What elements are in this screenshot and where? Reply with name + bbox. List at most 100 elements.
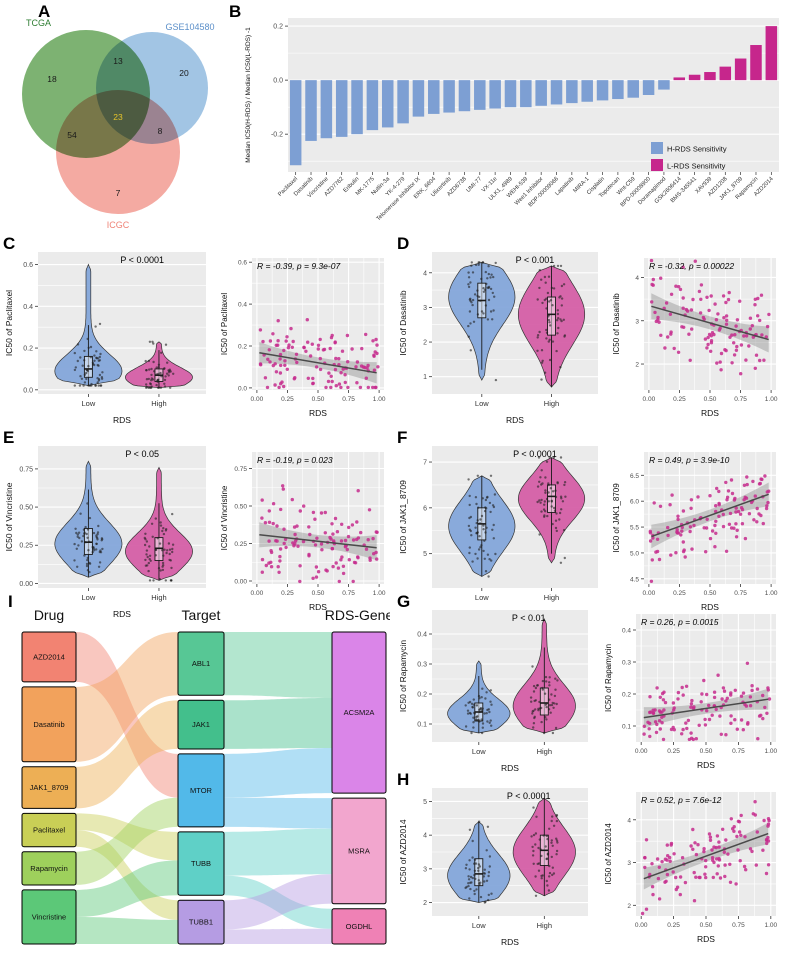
svg-text:ICGC: ICGC [107, 220, 130, 230]
sankey-node-Rapamycin [21, 851, 77, 886]
svg-text:RDS: RDS [697, 934, 715, 944]
svg-text:RDS: RDS [701, 408, 719, 418]
svg-text:RDS: RDS [701, 602, 719, 612]
svg-text:0.00: 0.00 [234, 579, 247, 586]
svg-text:AZD2014: AZD2014 [33, 652, 65, 661]
scatter-plot-paclitaxel: 0.0 0.2 0.4 0.6 0.00 0.25 0.50 0.75 1.00 R = -0.3… [218, 250, 392, 420]
sankey-link-Paclitaxel-TUBB [76, 813, 178, 861]
svg-text:TUBB1: TUBB1 [189, 918, 213, 927]
panel-letter-h: H [397, 770, 410, 789]
svg-text:0.25: 0.25 [281, 590, 294, 597]
sankey-node-Paclitaxel [21, 812, 77, 848]
svg-text:0.0: 0.0 [23, 387, 33, 394]
scatter-svg: 0.00 0.25 0.50 0.75 0.00 0.25 0.50 0.75 1.00 R = … [220, 452, 386, 612]
svg-text:-0.2: -0.2 [271, 132, 283, 139]
bar [489, 80, 501, 109]
regression-line [259, 534, 377, 549]
violin-svg: 0.0 0.2 0.4 0.6 Low High P < 0.0001 RDS IC50 of … [4, 252, 206, 425]
svg-text:0.75: 0.75 [732, 748, 745, 755]
svg-text:0.50: 0.50 [700, 922, 713, 929]
violin-plot-azd2014: 2 3 4 5 Low High P < 0.0001 RDS IC50 of AZD2014 [396, 778, 596, 950]
regression-line [651, 493, 769, 538]
svg-text:1: 1 [423, 374, 427, 381]
svg-text:IC50 of Vincristine: IC50 of Vincristine [4, 482, 14, 551]
regression-line [651, 305, 769, 341]
svg-text:0.50: 0.50 [234, 504, 247, 511]
sankey-node-TUBB1 [177, 899, 225, 945]
svg-text:IC50 of Rapamycin: IC50 of Rapamycin [398, 640, 408, 713]
sankey-link-TUBB-OGDHL [224, 875, 332, 929]
panel-letter-e: E [3, 428, 15, 447]
correlation-annotation: R = -0.32, p = 0.00022 [649, 261, 734, 271]
svg-text:1.00: 1.00 [373, 396, 386, 403]
svg-text:JAK1: JAK1 [192, 720, 210, 729]
bar [320, 80, 333, 139]
sankey-link-JAK1-ACSM2A [224, 698, 332, 749]
svg-text:8: 8 [158, 126, 163, 136]
svg-text:RDS-Gene: RDS-Gene [325, 607, 390, 623]
svg-text:0.75: 0.75 [19, 466, 33, 473]
svg-text:0.0: 0.0 [238, 385, 247, 392]
svg-text:0.00: 0.00 [19, 581, 33, 588]
svg-text:IC50 of Dasatinib: IC50 of Dasatinib [612, 293, 621, 355]
svg-text:RDS: RDS [697, 760, 715, 770]
svg-text:1.00: 1.00 [764, 922, 777, 929]
sankey-node-Vincristine [21, 889, 77, 945]
svg-text:5.0: 5.0 [630, 550, 639, 557]
correlation-annotation: R = 0.52, p = 7.6e-12 [641, 795, 722, 805]
svg-text:High: High [544, 399, 559, 408]
svg-text:0.1: 0.1 [622, 724, 631, 731]
bar [366, 80, 379, 131]
bar [335, 80, 348, 137]
svg-text:4: 4 [635, 275, 639, 282]
regression-line [259, 351, 377, 374]
svg-text:0.75: 0.75 [734, 396, 747, 403]
svg-text:18: 18 [47, 74, 57, 84]
sankey-link-Vincristine-TUBB1 [76, 917, 178, 944]
svg-text:3: 3 [627, 860, 631, 867]
svg-text:6.5: 6.5 [630, 473, 639, 480]
svg-text:UMI-77: UMI-77 [466, 176, 484, 194]
svg-text:0.00: 0.00 [635, 748, 648, 755]
bar [627, 80, 639, 98]
svg-text:Low: Low [475, 593, 489, 602]
svg-text:0.2: 0.2 [238, 344, 247, 351]
svg-text:0.3: 0.3 [622, 660, 631, 667]
scatter-plot-rapamycin: 0.1 0.2 0.3 0.4 0.00 0.25 0.50 0.75 1.00 R = 0.26… [602, 606, 784, 772]
correlation-annotation: R = 0.49, p = 3.9e-10 [649, 455, 730, 465]
svg-text:0.2: 0.2 [273, 24, 283, 31]
sankey-link-TUBB1-OGDHL [224, 928, 332, 944]
svg-text:IC50 of AZD2014: IC50 of AZD2014 [604, 823, 613, 885]
panel-letter-g: G [397, 592, 411, 611]
sankey-node-ABL1 [177, 631, 225, 696]
svg-text:MSRA: MSRA [348, 846, 370, 855]
scatter-plot-azd2014: 2 3 4 0.00 0.25 0.50 0.75 1.00 R = 0.52, p = 7.6… [602, 784, 784, 946]
svg-text:OGDHL: OGDHL [346, 922, 373, 931]
svg-text:P < 0.01: P < 0.01 [512, 613, 546, 623]
svg-text:0.00: 0.00 [251, 396, 264, 403]
svg-text:0.4: 0.4 [622, 628, 631, 635]
svg-text:High: High [151, 593, 166, 602]
bar [397, 80, 409, 124]
drug-target-gene-sankey: Drug Target RDS-Gene AZD2014 Dasatinib JAK1_8… [6, 606, 393, 950]
bar [305, 80, 317, 141]
scatter-svg: 0.0 0.2 0.4 0.6 0.00 0.25 0.50 0.75 1.00 R = -0.3… [220, 258, 386, 418]
svg-text:0.1: 0.1 [417, 722, 427, 729]
sankey-link-Dasatinib-ABL1 [76, 632, 178, 762]
bar [535, 80, 547, 106]
svg-text:MTOR: MTOR [190, 786, 213, 795]
svg-text:RDS: RDS [113, 415, 131, 425]
svg-text:1.00: 1.00 [765, 590, 778, 597]
bar [428, 80, 440, 114]
sankey-node-TUBB [177, 831, 225, 896]
svg-text:Low: Low [475, 399, 489, 408]
bar [550, 80, 563, 105]
svg-text:2: 2 [627, 903, 631, 910]
panel-letter-f: F [397, 428, 408, 447]
svg-text:0.4: 0.4 [417, 632, 427, 639]
scatter-plot-dasatinib: 2 3 4 0.00 0.25 0.50 0.75 1.00 R = -0.32, p = 0.… [610, 250, 784, 420]
bar [596, 80, 609, 101]
svg-text:RDS: RDS [309, 602, 327, 612]
